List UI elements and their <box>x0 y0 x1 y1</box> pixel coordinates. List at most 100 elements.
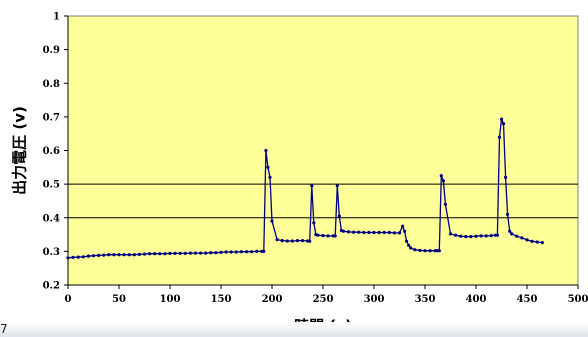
data-point <box>357 230 361 234</box>
data-point <box>510 232 514 236</box>
data-point <box>469 235 473 239</box>
data-point <box>224 250 228 254</box>
data-point <box>81 255 85 259</box>
data-point <box>362 230 366 235</box>
x-tick-label: 200 <box>262 294 283 305</box>
data-point <box>266 165 270 169</box>
data-point <box>508 229 512 233</box>
data-point <box>489 234 493 238</box>
y-axis-title: 出力電圧 (v) <box>11 106 29 195</box>
data-point <box>71 255 75 259</box>
data-point <box>250 250 254 254</box>
data-point <box>397 231 402 235</box>
data-point <box>295 239 300 243</box>
data-point <box>423 249 427 253</box>
data-point <box>441 179 445 183</box>
partial-glyph: 7 <box>0 322 8 336</box>
data-point <box>148 252 152 256</box>
data-point <box>234 250 238 254</box>
data-point <box>459 234 463 238</box>
data-point <box>540 241 544 245</box>
data-point <box>497 135 502 139</box>
data-point <box>219 250 223 254</box>
x-axis-ticks: 0 50 100 150 200 250 300 350 400 450 500 <box>65 285 588 305</box>
y-tick-label: 0.7 <box>43 112 60 123</box>
data-point <box>229 250 233 254</box>
data-point <box>76 255 80 259</box>
data-point <box>127 253 131 257</box>
data-point <box>454 233 458 237</box>
data-point <box>418 248 422 252</box>
data-point <box>102 253 106 257</box>
data-point <box>377 230 381 235</box>
data-point <box>413 248 417 252</box>
data-point <box>495 233 499 237</box>
data-point <box>264 148 268 153</box>
y-tick-label: 0.2 <box>43 281 60 292</box>
data-point <box>405 239 409 243</box>
y-tick-label: 0.8 <box>43 79 60 90</box>
data-point <box>178 251 182 255</box>
y-tick-label: 0.6 <box>43 146 60 157</box>
data-point <box>403 229 407 233</box>
data-point <box>209 251 213 255</box>
y-tick-label: 0.9 <box>43 45 60 56</box>
data-point <box>188 251 192 255</box>
data-point <box>387 230 391 235</box>
data-point <box>506 212 510 216</box>
data-point <box>499 117 504 121</box>
y-tick-label: 0.4 <box>43 213 60 224</box>
data-point <box>382 230 386 235</box>
x-tick-label: 100 <box>160 294 181 305</box>
data-point <box>183 251 187 255</box>
window-bottom-edge <box>0 322 588 337</box>
data-point <box>326 234 330 238</box>
data-point <box>158 252 162 256</box>
x-tick-label: 250 <box>313 294 334 305</box>
data-point <box>367 230 371 235</box>
data-point <box>285 239 289 243</box>
data-point <box>428 249 432 253</box>
data-point <box>310 184 314 188</box>
data-point <box>520 236 524 240</box>
data-point <box>132 253 136 257</box>
series-layer <box>66 116 544 260</box>
data-point <box>214 251 218 255</box>
data-point <box>504 175 508 179</box>
data-point <box>91 254 96 258</box>
data-point <box>275 238 279 242</box>
x-tick-label: 150 <box>211 294 232 305</box>
x-tick-label: 0 <box>65 294 72 305</box>
data-point <box>479 234 483 238</box>
data-point <box>392 231 396 235</box>
data-point <box>437 249 441 253</box>
y-axis-ticks: 0.2 0.3 0.4 0.5 0.6 0.7 0.8 0.9 1 <box>43 12 68 292</box>
data-point <box>301 239 305 243</box>
data-point <box>535 240 539 244</box>
data-point <box>193 251 198 255</box>
data-point <box>270 219 274 223</box>
x-tick-label: 500 <box>568 294 588 305</box>
data-point <box>268 175 272 179</box>
data-point <box>122 253 126 257</box>
data-point <box>280 239 284 243</box>
data-point <box>112 253 116 257</box>
y-tick-label: 0.5 <box>43 180 60 191</box>
y-tick-label: 1 <box>53 12 60 23</box>
x-tick-label: 50 <box>112 294 126 305</box>
data-point <box>168 251 172 255</box>
data-point <box>153 252 157 256</box>
plot-area <box>67 15 579 286</box>
data-point <box>464 235 468 239</box>
data-point <box>97 253 101 257</box>
x-tick-label: 400 <box>466 294 487 305</box>
data-point <box>204 251 208 255</box>
data-point <box>333 234 337 238</box>
data-point <box>163 252 167 256</box>
data-point <box>443 202 447 206</box>
x-tick-label: 350 <box>415 294 436 305</box>
data-point <box>335 184 339 188</box>
data-point <box>66 256 70 260</box>
data-point <box>86 254 90 258</box>
